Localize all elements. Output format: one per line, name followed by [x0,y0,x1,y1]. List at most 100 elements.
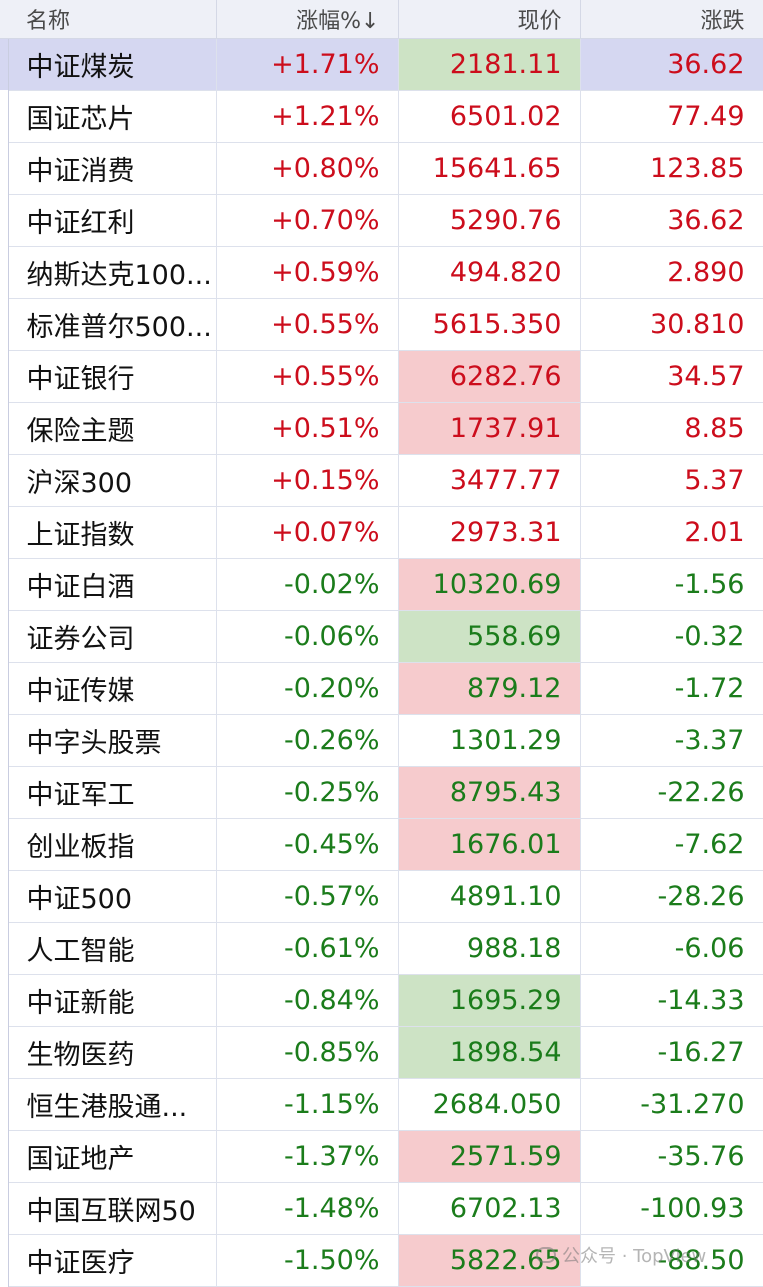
cell-change: -3.37 [580,714,763,767]
header-row: 名称 涨幅%↓ 现价 涨跌 [0,0,763,39]
row-spacer [0,1234,9,1286]
cell-price: 494.820 [398,246,581,299]
column-header-price[interactable]: 现价 [398,0,581,39]
cell-price: 8795.43 [398,766,581,819]
cell-price: 10320.69 [398,558,581,611]
table-row[interactable]: 标准普尔500... +0.55% 5615.350 30.810 [0,298,763,351]
row-spacer [0,714,9,766]
cell-change: -1.72 [580,662,763,715]
cell-change: 123.85 [580,142,763,195]
cell-price: 1737.91 [398,402,581,455]
table-row[interactable]: 中证500 -0.57% 4891.10 -28.26 [0,870,763,923]
cell-change: 34.57 [580,350,763,403]
cell-price: 3477.77 [398,454,581,507]
row-spacer [0,246,9,298]
cell-name: 中证白酒 [8,558,217,611]
cell-price: 1676.01 [398,818,581,871]
cell-change: 36.62 [580,194,763,247]
cell-change: 2.01 [580,506,763,559]
cell-name: 国证地产 [8,1130,217,1183]
cell-name: 保险主题 [8,402,217,455]
table-row[interactable]: 中证传媒 -0.20% 879.12 -1.72 [0,662,763,715]
row-spacer [0,402,9,454]
cell-price: 2973.31 [398,506,581,559]
table-row[interactable]: 沪深300 +0.15% 3477.77 5.37 [0,454,763,507]
table-row[interactable]: 国证芯片 +1.21% 6501.02 77.49 [0,90,763,143]
cell-change-pct: +0.70% [216,194,399,247]
cell-change: 30.810 [580,298,763,351]
row-spacer [0,350,9,402]
table-row[interactable]: 证券公司 -0.06% 558.69 -0.32 [0,610,763,663]
cell-change-pct: -0.84% [216,974,399,1027]
cell-change-pct: +0.55% [216,298,399,351]
column-header-name[interactable]: 名称 [8,0,217,39]
cell-name: 中证新能 [8,974,217,1027]
cell-change: -88.50 [580,1234,763,1287]
row-spacer [0,90,9,142]
cell-change: 36.62 [580,38,763,91]
table-row[interactable]: 国证地产 -1.37% 2571.59 -35.76 [0,1130,763,1183]
cell-name: 中证银行 [8,350,217,403]
cell-change: 2.890 [580,246,763,299]
cell-name: 国证芯片 [8,90,217,143]
cell-name: 中国互联网50 [8,1182,217,1235]
cell-price: 558.69 [398,610,581,663]
cell-change-pct: -0.85% [216,1026,399,1079]
cell-change: 8.85 [580,402,763,455]
row-spacer [0,766,9,818]
table-row[interactable]: 生物医药 -0.85% 1898.54 -16.27 [0,1026,763,1079]
row-spacer [0,610,9,662]
table-row[interactable]: 中证煤炭 +1.71% 2181.11 36.62 [0,38,763,91]
cell-change-pct: -0.45% [216,818,399,871]
table-row[interactable]: 中证军工 -0.25% 8795.43 -22.26 [0,766,763,819]
cell-name: 中证500 [8,870,217,923]
cell-change-pct: +0.15% [216,454,399,507]
row-spacer [0,870,9,922]
cell-name: 上证指数 [8,506,217,559]
table-row[interactable]: 创业板指 -0.45% 1676.01 -7.62 [0,818,763,871]
row-spacer [0,558,9,610]
cell-name: 恒生港股通... [8,1078,217,1131]
table-body: 中证煤炭 +1.71% 2181.11 36.62 国证芯片 +1.21% 6501.02 7… [0,38,763,1287]
row-spacer [0,298,9,350]
cell-name: 中证消费 [8,142,217,195]
row-spacer [0,1130,9,1182]
column-header-change[interactable]: 涨跌 [580,0,763,39]
table-row[interactable]: 中证红利 +0.70% 5290.76 36.62 [0,194,763,247]
cell-name: 中证煤炭 [8,38,217,91]
table-row[interactable]: 中证银行 +0.55% 6282.76 34.57 [0,350,763,403]
table-row[interactable]: 中国互联网50 -1.48% 6702.13 -100.93 [0,1182,763,1235]
cell-change: -6.06 [580,922,763,975]
table-row[interactable]: 恒生港股通... -1.15% 2684.050 -31.270 [0,1078,763,1131]
cell-change-pct: +0.07% [216,506,399,559]
cell-price: 6702.13 [398,1182,581,1235]
cell-price: 4891.10 [398,870,581,923]
cell-change: -1.56 [580,558,763,611]
cell-name: 中证红利 [8,194,217,247]
table-row[interactable]: 保险主题 +0.51% 1737.91 8.85 [0,402,763,455]
table-header: 名称 涨幅%↓ 现价 涨跌 [0,0,763,39]
cell-name: 证券公司 [8,610,217,663]
cell-price: 2571.59 [398,1130,581,1183]
cell-change: -35.76 [580,1130,763,1183]
table-row[interactable]: 中证新能 -0.84% 1695.29 -14.33 [0,974,763,1027]
table-row[interactable]: 纳斯达克100... +0.59% 494.820 2.890 [0,246,763,299]
table-row[interactable]: 中证医疗 -1.50% 5822.65 -88.50 [0,1234,763,1287]
table-row[interactable]: 人工智能 -0.61% 988.18 -6.06 [0,922,763,975]
table-row[interactable]: 中字头股票 -0.26% 1301.29 -3.37 [0,714,763,767]
cell-name: 纳斯达克100... [8,246,217,299]
cell-change-pct: -0.26% [216,714,399,767]
cell-change-pct: -0.25% [216,766,399,819]
table-row[interactable]: 中证白酒 -0.02% 10320.69 -1.56 [0,558,763,611]
cell-change-pct: +0.51% [216,402,399,455]
cell-change-pct: +0.59% [216,246,399,299]
table-row[interactable]: 上证指数 +0.07% 2973.31 2.01 [0,506,763,559]
cell-change-pct: +1.21% [216,90,399,143]
header-spacer [0,0,8,39]
row-spacer [0,974,9,1026]
column-header-change-pct[interactable]: 涨幅%↓ [216,0,399,39]
cell-price: 879.12 [398,662,581,715]
row-spacer [0,818,9,870]
cell-change: -28.26 [580,870,763,923]
table-row[interactable]: 中证消费 +0.80% 15641.65 123.85 [0,142,763,195]
